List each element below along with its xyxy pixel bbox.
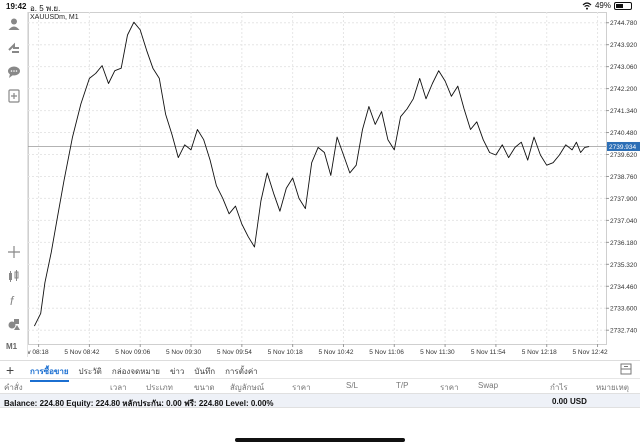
battery-fill <box>616 3 623 8</box>
x-tick-label: 5 Nov 09:06 <box>115 349 150 356</box>
x-tick-label: 5 Nov 11:30 <box>420 349 455 356</box>
battery-icon <box>614 1 632 10</box>
function-icon[interactable]: f <box>6 292 22 308</box>
tab-mailbox[interactable]: กล่องจดหมาย <box>111 367 160 376</box>
indicators-icon[interactable] <box>6 268 22 284</box>
col-profit[interactable]: กำไร <box>550 383 568 392</box>
y-tick-label: 2732.740 <box>610 328 637 335</box>
col-type[interactable]: ประเภท <box>146 383 173 392</box>
col-price[interactable]: ราคา <box>292 383 311 392</box>
bottom-tab-bar: + การซื้อขาย ประวัติ กล่องจดหมาย ข่าว บั… <box>0 360 640 382</box>
y-tick-label: 2735.320 <box>610 262 637 269</box>
col-current-price[interactable]: ราคา <box>440 383 459 392</box>
x-tick-label: 5 Nov 09:30 <box>166 349 201 356</box>
price-series-line <box>33 21 590 327</box>
x-tick-label: 5 Nov 12:18 <box>522 349 557 356</box>
current-price-tag <box>607 141 640 151</box>
price-chart-svg[interactable]: 2744.780 2743.920 2743.060 2742.200 2741.340… <box>14 12 640 357</box>
y-tick-label: 2740.480 <box>610 130 637 137</box>
x-tick-label: 5 Nov 09:54 <box>217 349 252 356</box>
tab-list: การซื้อขาย ประวัติ กล่องจดหมาย ข่าว บันท… <box>30 365 258 382</box>
y-tick-label: 2736.180 <box>610 240 637 247</box>
col-comment[interactable]: หมายเหตุ <box>596 383 629 392</box>
battery-percent: 49% <box>594 1 611 10</box>
timeframe-label[interactable]: M1 <box>6 342 18 351</box>
add-icon[interactable]: + <box>6 362 15 378</box>
y-tick-label: 2743.060 <box>610 64 637 71</box>
col-sl[interactable]: S/L <box>346 381 359 390</box>
balance-row: Balance: 224.80 Equity: 224.80 หลักประกั… <box>0 393 640 408</box>
y-tick-label: 2737.040 <box>610 218 637 225</box>
col-order[interactable]: คำสั่ง <box>4 383 23 392</box>
x-tick-label: 5 Nov 08:42 <box>64 349 99 356</box>
col-tp[interactable]: T/P <box>396 381 409 390</box>
tab-settings[interactable]: การตั้งค่า <box>225 367 258 376</box>
y-tick-label: 2733.600 <box>610 306 637 313</box>
crosshair-icon[interactable] <box>6 244 22 260</box>
x-tick-label: 5 Nov 11:06 <box>369 349 404 356</box>
left-toolbar: f M1 <box>0 12 28 357</box>
total-profit: 0.00 <box>552 397 568 406</box>
trade-arrows-icon[interactable] <box>6 40 22 56</box>
x-tick-label: 5 Nov 10:42 <box>318 349 353 356</box>
chat-icon[interactable] <box>6 64 22 80</box>
tab-history[interactable]: ประวัติ <box>78 367 102 376</box>
objects-icon[interactable] <box>6 316 22 332</box>
plot-frame <box>28 12 607 345</box>
y-tick-label: 2742.200 <box>610 86 637 93</box>
y-tick-label: 2738.760 <box>610 174 637 181</box>
status-right: 49% <box>582 1 632 10</box>
chart-title: XAUUSDm, M1 <box>30 14 79 21</box>
col-time[interactable]: เวลา <box>110 383 127 392</box>
y-tick-label: 2743.920 <box>610 42 637 49</box>
x-tick-label: 5 Nov 10:18 <box>268 349 303 356</box>
svg-text:f: f <box>10 294 15 307</box>
status-time: 19:42 <box>6 2 27 11</box>
col-symbol[interactable]: สัญลักษณ์ <box>230 383 265 392</box>
balance-text: Balance: 224.80 Equity: 224.80 หลักประกั… <box>4 399 274 408</box>
x-tick-label: 5 Nov 12:42 <box>573 349 608 356</box>
y-tick-label: 2737.900 <box>610 196 637 203</box>
tab-news[interactable]: ข่าว <box>169 367 185 376</box>
status-date: อ. 5 พ.ย. <box>30 4 61 13</box>
tab-journal[interactable]: บันทึก <box>194 367 216 376</box>
x-tick-label: 5 Nov 08:18 <box>28 349 49 356</box>
expand-panel-icon[interactable] <box>620 363 632 375</box>
y-tick-label: 2744.780 <box>610 20 637 27</box>
y-tick-label: 2739.620 <box>610 152 637 159</box>
home-indicator <box>235 438 405 442</box>
current-price-label: 2739.934 <box>609 144 636 151</box>
price-chart[interactable]: 2744.780 2743.920 2743.060 2742.200 2741.340… <box>14 12 640 357</box>
col-volume[interactable]: ขนาด <box>194 383 215 392</box>
status-bar: 19:42 อ. 5 พ.ย. 49% <box>0 0 640 13</box>
trade-column-headers: คำสั่ง เวลา ประเภท ขนาด สัญลักษณ์ ราคา S… <box>0 378 640 392</box>
x-tick-label: 5 Nov 11:54 <box>471 349 506 356</box>
account-icon[interactable] <box>6 16 22 32</box>
y-tick-label: 2734.460 <box>610 284 637 291</box>
account-currency: USD <box>570 397 587 406</box>
wifi-icon <box>582 1 592 10</box>
col-swap[interactable]: Swap <box>478 381 499 390</box>
tab-trade[interactable]: การซื้อขาย <box>30 365 69 382</box>
y-tick-label: 2741.340 <box>610 108 637 115</box>
new-order-icon[interactable] <box>6 88 22 104</box>
